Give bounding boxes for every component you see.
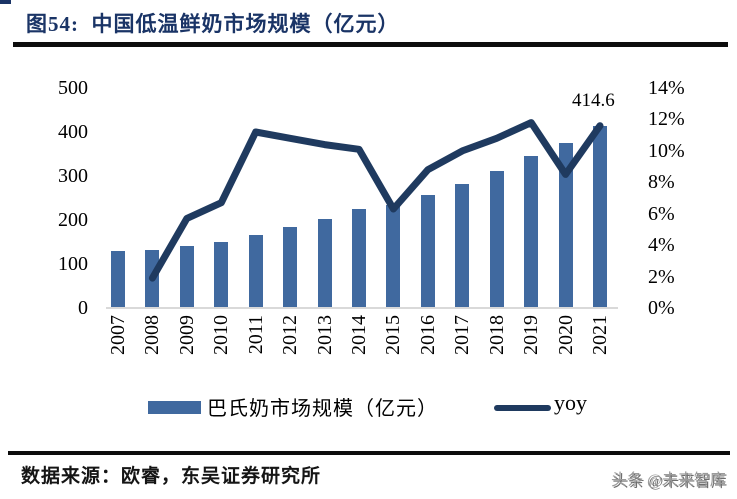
x-axis-label-2014: 2014 xyxy=(348,315,370,355)
x-axis-label-2007: 2007 xyxy=(107,315,129,355)
legend-bar-label: 巴氏奶市场规模（亿元） xyxy=(207,398,438,420)
x-axis-label-2020: 2020 xyxy=(554,315,577,355)
data-label-2021: 414.6 xyxy=(572,90,615,111)
left-axis-tick: 0 xyxy=(78,297,88,319)
legend-line-swatch xyxy=(494,405,551,411)
bar-2007 xyxy=(111,250,125,308)
x-axis-label-2017: 2017 xyxy=(451,315,474,355)
bar-2017 xyxy=(455,183,470,308)
legend-line-label: yoy xyxy=(554,390,587,415)
bar-2020 xyxy=(558,143,573,308)
x-axis-label-2012: 2012 xyxy=(279,315,302,355)
right-axis-tick: 0% xyxy=(648,297,675,319)
legend-bar-swatch xyxy=(148,401,201,414)
right-axis-tick: 10% xyxy=(648,139,685,162)
x-axis-label-2015: 2015 xyxy=(382,315,405,355)
bar-2012 xyxy=(283,227,298,308)
data-source-note: 数据来源：欧睿，东吴证券研究所 xyxy=(21,466,322,487)
watermark-text: 头条 @未来智库 xyxy=(611,472,726,489)
x-axis-label-2016: 2016 xyxy=(416,315,439,355)
yoy-line-path xyxy=(148,119,604,282)
right-axis-tick: 4% xyxy=(648,234,675,257)
left-axis-tick: 500 xyxy=(58,77,88,99)
left-axis-tick: 300 xyxy=(58,165,88,187)
bar-2016 xyxy=(420,194,435,308)
bar-2013 xyxy=(317,219,332,308)
bar-2014 xyxy=(352,209,366,308)
footer-divider-rule xyxy=(8,451,730,455)
x-axis-label-2011: 2011 xyxy=(244,315,267,355)
bar-2021 xyxy=(593,125,608,308)
right-axis-tick: 12% xyxy=(648,108,685,131)
bar-2009 xyxy=(179,246,194,308)
x-axis-label-2009: 2009 xyxy=(175,315,198,355)
yoy-line-series xyxy=(148,119,604,282)
bar-2019 xyxy=(524,155,539,308)
x-axis-label-2008: 2008 xyxy=(141,315,164,355)
right-axis-tick: 2% xyxy=(648,265,675,288)
left-axis-tick: 400 xyxy=(58,121,88,143)
x-axis-line xyxy=(106,307,618,309)
x-axis-label-2021: 2021 xyxy=(589,315,612,355)
right-axis-tick: 8% xyxy=(648,171,675,194)
crop-artifact-mark xyxy=(0,0,11,4)
right-axis-tick: 6% xyxy=(648,202,675,225)
x-axis-label-2019: 2019 xyxy=(520,315,543,355)
chart-plot-area: 500 400 300 200 100 0 14% 12% 10% 8% 6% 4% 2% 0% 414… xyxy=(58,77,685,355)
bar-2015 xyxy=(386,205,401,308)
x-axis-label-2018: 2018 xyxy=(485,315,508,355)
left-axis-tick: 100 xyxy=(58,253,88,275)
x-axis-label-2013: 2013 xyxy=(313,315,336,355)
bar-2011 xyxy=(248,234,263,308)
left-axis-tick: 200 xyxy=(58,209,88,231)
title-divider-rule xyxy=(13,42,728,47)
x-axis-label-2010: 2010 xyxy=(210,315,233,355)
bar-2010 xyxy=(214,242,229,308)
bar-2018 xyxy=(489,170,504,308)
right-axis-tick: 14% xyxy=(648,77,685,99)
figure-title: 图54: 中国低温鲜奶市场规模（亿元） xyxy=(26,12,400,36)
